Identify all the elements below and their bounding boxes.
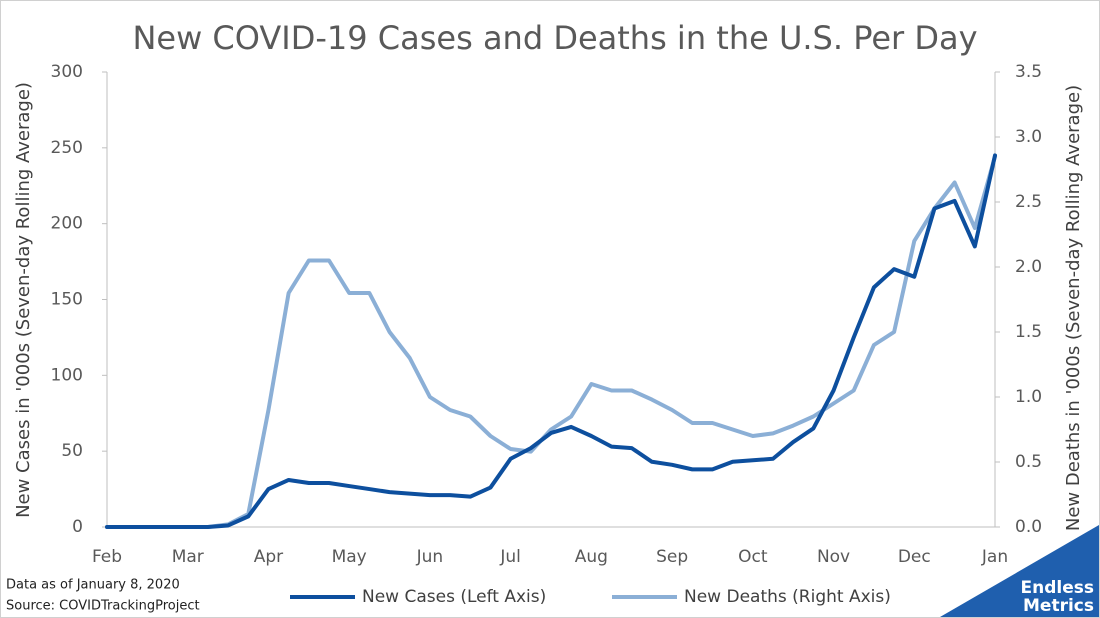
y2-axis-title: New Deaths in '000s (Seven-day Rolling A…	[1063, 85, 1084, 531]
x-tick-label: Nov	[817, 547, 850, 567]
x-tick-label: Jun	[416, 547, 444, 567]
x-tick-label: Aug	[575, 547, 608, 567]
series-line	[105, 153, 997, 529]
series-line	[105, 154, 997, 529]
logo-text: Metrics	[1023, 596, 1094, 616]
y2-tick-label: 0.5	[1015, 452, 1042, 472]
chart-title: New COVID-19 Cases and Deaths in the U.S…	[132, 19, 977, 57]
y-tick-label: 0	[72, 517, 83, 537]
x-tick-label: Mar	[172, 547, 204, 567]
note: Data as of January 8, 2020	[6, 578, 180, 593]
y-tick-label: 50	[61, 441, 83, 461]
x-tick-label: Feb	[92, 547, 122, 567]
y-tick-label: 100	[51, 365, 83, 385]
x-tick-label: Oct	[738, 547, 768, 567]
y2-tick-label: 3.5	[1015, 62, 1042, 82]
y-tick-label: 250	[51, 138, 83, 158]
y-tick-label: 150	[51, 290, 83, 310]
y-tick-label: 300	[51, 62, 83, 82]
x-tick-label: Jul	[499, 547, 521, 567]
legend-label: New Cases (Left Axis)	[362, 587, 546, 607]
x-tick-label: May	[332, 547, 367, 567]
x-tick-label: Sep	[656, 547, 688, 567]
note: Source: COVIDTrackingProject	[6, 599, 200, 614]
x-tick-label: Jan	[981, 547, 1008, 567]
y2-tick-label: 2.0	[1015, 257, 1042, 277]
y2-tick-label: 2.5	[1015, 192, 1042, 212]
y2-tick-label: 3.0	[1015, 127, 1042, 147]
x-tick-label: Apr	[254, 547, 283, 567]
y-tick-label: 200	[51, 214, 83, 234]
y2-tick-label: 0.0	[1015, 517, 1042, 537]
y2-tick-label: 1.5	[1015, 322, 1042, 342]
logo-text: Endless	[1021, 578, 1094, 598]
y-axis-title: New Cases in '000s (Seven-day Rolling Av…	[13, 82, 34, 518]
x-tick-label: Dec	[898, 547, 931, 567]
y2-tick-label: 1.0	[1015, 387, 1042, 407]
legend-label: New Deaths (Right Axis)	[684, 587, 891, 607]
logo-shape	[940, 525, 1099, 617]
